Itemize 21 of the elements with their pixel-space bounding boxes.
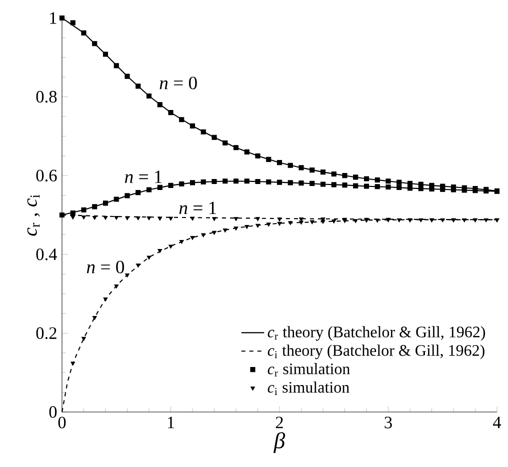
legend-label: c$_{i}$ simulation (268, 381, 350, 395)
annotation: n = 0 (160, 76, 197, 90)
y-tick-label: 1 (50, 12, 56, 24)
y-axis-title: c$_{r}$ , c$_{i}$ (27, 194, 40, 236)
y-tick-label: 0.4 (36, 248, 58, 260)
annotation: n = 0 (86, 260, 124, 274)
legend-label: c$_{i}$ theory (Batchelor & Gill, 1962) (268, 344, 484, 360)
x-tick-label: 3 (384, 416, 392, 428)
y-tick-label: 0.2 (36, 327, 56, 340)
legend-label: c$_{r}$ theory (Batchelor & Gill, 1962) (268, 326, 486, 341)
legend-label: c$_{r}$ simulation (268, 363, 350, 377)
x-axis-title: β (273, 432, 286, 454)
annotation: n = 1 (124, 170, 162, 183)
x-tick-label: 1 (168, 416, 174, 428)
y-tick-label: 0 (49, 406, 57, 418)
y-tick-label: 0.8 (36, 90, 57, 103)
annotation: n = 1 (179, 202, 216, 214)
x-tick-label: 0 (58, 416, 66, 428)
y-tick-label: 0.6 (36, 170, 57, 182)
x-tick-label: 4 (492, 416, 502, 428)
x-tick-label: 2 (276, 416, 283, 428)
